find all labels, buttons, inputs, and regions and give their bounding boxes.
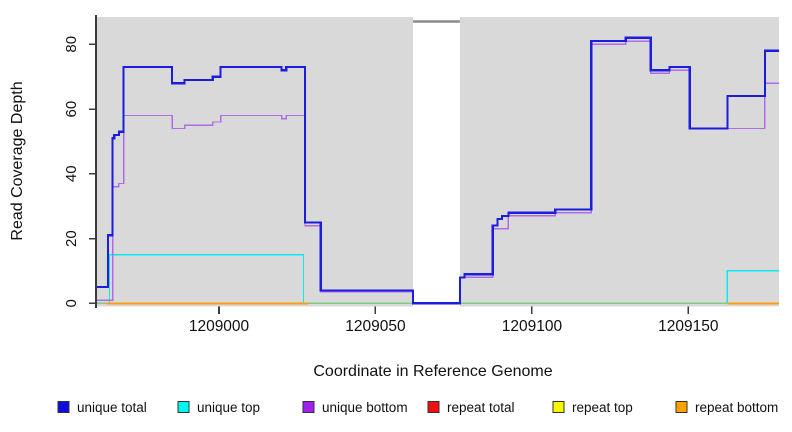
series-unique-total [97, 36, 779, 305]
y-tick-label: 0 [63, 299, 80, 307]
legend-item: unique bottom [302, 400, 408, 415]
legend-label: unique bottom [322, 400, 408, 415]
legend-label: unique total [77, 400, 147, 415]
legend-label: unique top [197, 400, 260, 415]
legend-item: repeat top [552, 400, 633, 415]
y-tick-label: 60 [63, 101, 80, 118]
x-axis-title: Coordinate in Reference Genome [313, 363, 552, 380]
legend-item: unique total [57, 400, 147, 415]
x-tick-label: 1209150 [658, 318, 719, 335]
legend-swatch [177, 401, 190, 413]
x-tick-label: 1209000 [189, 318, 250, 335]
legend-swatch [57, 401, 70, 413]
y-axis-title: Read Coverage Depth [9, 81, 26, 240]
legend: unique total unique top unique bottom repea… [57, 400, 778, 415]
masked-region [413, 17, 460, 307]
y-tick-label: 80 [63, 36, 80, 53]
legend-item: repeat total [427, 400, 515, 415]
legend-item: unique top [177, 400, 260, 415]
legend-label: repeat total [447, 400, 515, 415]
x-tick-label: 1209100 [502, 318, 563, 335]
legend-label: repeat top [572, 400, 633, 415]
legend-swatch [302, 401, 315, 413]
series-unique-top [97, 254, 779, 304]
plot-area: 0 20 40 60 80 1209000 1209050 1209100 1209150 [63, 15, 779, 335]
legend-label: repeat bottom [695, 400, 778, 415]
x-tick-label: 1209050 [345, 318, 406, 335]
legend-item: repeat bottom [675, 400, 778, 415]
legend-swatch [552, 401, 565, 413]
y-tick-label: 40 [63, 165, 80, 182]
y-tick-label: 20 [63, 230, 80, 247]
legend-swatch [675, 401, 688, 413]
legend-swatch [427, 401, 440, 413]
